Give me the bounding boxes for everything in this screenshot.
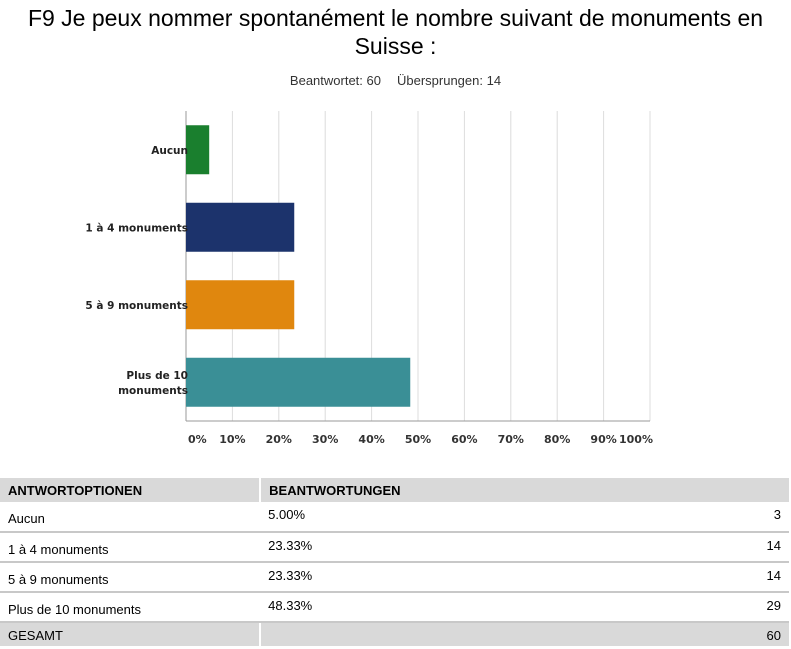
row-count: 14 xyxy=(460,532,789,563)
header-options: ANTWORTOPTIONEN xyxy=(0,478,261,502)
bar xyxy=(186,357,411,407)
row-label: Plus de 10 monuments xyxy=(0,592,261,623)
category-label: 5 à 9 monuments xyxy=(85,300,188,312)
table-row: 5 à 9 monuments 23.33% 14 xyxy=(0,562,789,593)
table-row: Aucun 5.00% 3 xyxy=(0,502,789,533)
row-count: 3 xyxy=(460,502,789,533)
x-tick-label: 100% xyxy=(619,433,653,446)
x-tick-label: 70% xyxy=(498,433,524,446)
skipped-count: Übersprungen: 14 xyxy=(396,73,502,88)
x-tick-label: 40% xyxy=(358,433,384,446)
x-tick-label: 90% xyxy=(590,433,616,446)
row-count: 14 xyxy=(460,562,789,593)
row-count: 29 xyxy=(460,592,789,623)
row-percent: 48.33% xyxy=(260,592,461,623)
row-percent: 23.33% xyxy=(260,562,461,593)
category-label: 1 à 4 monuments xyxy=(85,222,188,234)
x-tick-label: 30% xyxy=(312,433,338,446)
row-label: 1 à 4 monuments xyxy=(0,532,261,563)
row-label: Aucun xyxy=(0,502,261,533)
x-tick-label: 0% xyxy=(188,433,207,446)
category-label: Plus de 10 xyxy=(126,370,188,382)
x-tick-label: 60% xyxy=(451,433,477,446)
total-count: 60 xyxy=(259,622,789,646)
table-row: 1 à 4 monuments 23.33% 14 xyxy=(0,532,789,563)
response-stats: Beantwortet: 60 Übersprungen: 14 xyxy=(0,73,791,88)
bar-chart: 0% 10% 20% 30% 40% 50% 60% 70% 80% 90% 100% Aucun 1 … xyxy=(85,111,653,446)
x-tick-label: 20% xyxy=(266,433,292,446)
question-title: F9 Je peux nommer spontanément le nombre… xyxy=(27,5,764,59)
total-row: GESAMT 60 xyxy=(0,622,789,646)
total-label: GESAMT xyxy=(0,622,261,646)
row-percent: 5.00% xyxy=(260,502,461,533)
table-header: ANTWORTOPTIONEN BEANTWORTUNGEN xyxy=(0,478,789,502)
row-label: 5 à 9 monuments xyxy=(0,562,261,593)
table-row: Plus de 10 monuments 48.33% 29 xyxy=(0,592,789,623)
answered-count: Beantwortet: 60 xyxy=(289,73,381,88)
bar xyxy=(186,202,295,252)
bar xyxy=(186,280,295,330)
row-percent: 23.33% xyxy=(260,532,461,563)
results-table: ANTWORTOPTIONEN BEANTWORTUNGEN Aucun 5.00… xyxy=(0,478,789,646)
category-label: Aucun xyxy=(151,145,188,157)
x-tick-label: 10% xyxy=(219,433,245,446)
bar xyxy=(186,125,210,175)
header-responses: BEANTWORTUNGEN xyxy=(259,478,789,502)
category-label: monuments xyxy=(118,385,188,397)
x-tick-label: 80% xyxy=(544,433,570,446)
x-tick-label: 50% xyxy=(405,433,431,446)
